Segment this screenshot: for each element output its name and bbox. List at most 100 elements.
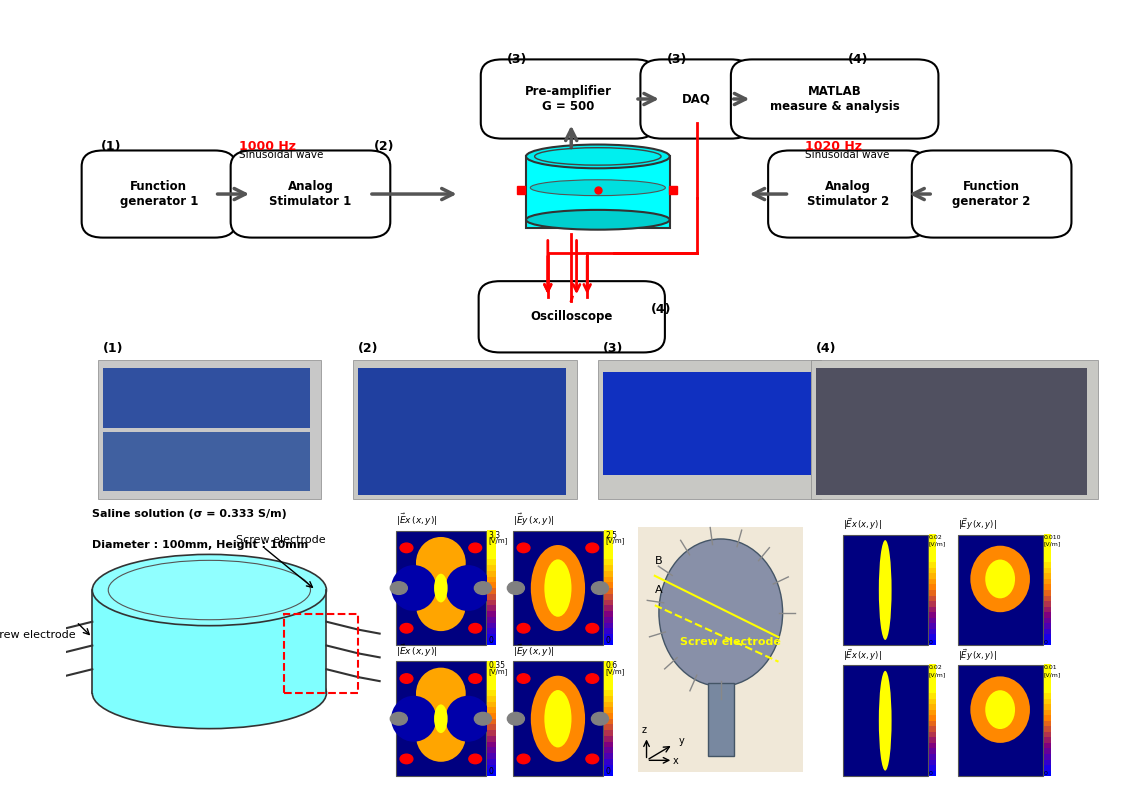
Bar (1044, 664, 1051, 671)
Text: 0.6: 0.6 (606, 661, 617, 670)
Bar (1044, 623, 1051, 629)
Circle shape (469, 674, 481, 683)
Bar (605, 553, 612, 559)
Bar (605, 747, 612, 753)
Bar (929, 578, 937, 584)
Bar (487, 593, 496, 600)
Bar (929, 534, 937, 540)
Text: Function
generator 2: Function generator 2 (953, 180, 1031, 208)
Bar (929, 681, 937, 687)
Bar (605, 701, 612, 707)
Bar (487, 735, 496, 741)
Bar (929, 567, 937, 573)
Text: 0: 0 (1044, 641, 1048, 645)
Bar (487, 689, 496, 696)
Ellipse shape (416, 668, 466, 719)
Text: 3.3: 3.3 (488, 531, 501, 539)
Bar (605, 661, 612, 667)
Ellipse shape (985, 559, 1015, 599)
Text: (2): (2) (358, 342, 379, 356)
Bar (929, 556, 937, 562)
Bar (487, 706, 496, 713)
Text: [V/m]: [V/m] (606, 668, 625, 675)
Bar (1044, 617, 1051, 623)
Circle shape (586, 623, 599, 633)
Bar (929, 550, 937, 557)
Ellipse shape (525, 144, 670, 169)
Bar (1044, 687, 1051, 693)
Ellipse shape (416, 710, 466, 762)
Bar (929, 676, 937, 682)
Bar (929, 562, 937, 568)
Bar (605, 712, 612, 719)
Bar (605, 588, 612, 594)
Ellipse shape (879, 540, 892, 640)
Bar (929, 539, 937, 546)
Circle shape (469, 543, 481, 553)
Circle shape (390, 713, 407, 725)
Bar (1044, 709, 1051, 715)
Text: $|\vec{E}x\,(x,y)|$: $|\vec{E}x\,(x,y)|$ (396, 512, 437, 528)
Ellipse shape (434, 704, 447, 733)
Bar (1044, 534, 1051, 540)
Bar (929, 687, 937, 693)
Bar (605, 763, 612, 771)
Bar (487, 535, 496, 542)
Bar (1044, 589, 1051, 596)
FancyBboxPatch shape (731, 59, 938, 139)
Bar (929, 703, 937, 710)
Bar (1044, 578, 1051, 584)
Bar (929, 720, 937, 726)
Ellipse shape (391, 696, 436, 741)
Bar (603, 372, 810, 475)
Bar (1044, 731, 1051, 737)
Bar (487, 741, 496, 748)
Circle shape (586, 543, 599, 553)
Circle shape (586, 754, 599, 763)
Bar (816, 368, 1087, 495)
Text: $|\vec{E}y\,(x,y)|$: $|\vec{E}y\,(x,y)|$ (513, 643, 555, 659)
Bar (1044, 676, 1051, 682)
Text: 0: 0 (606, 637, 610, 645)
Text: (3): (3) (507, 53, 528, 67)
Bar (605, 695, 612, 702)
Bar (929, 731, 937, 737)
Bar (605, 599, 612, 605)
Ellipse shape (545, 559, 572, 617)
Bar (929, 606, 937, 612)
Bar (487, 634, 496, 640)
Bar (1044, 539, 1051, 546)
Bar (487, 542, 496, 548)
Circle shape (586, 674, 599, 683)
Bar (487, 695, 496, 702)
Text: (2): (2) (374, 140, 394, 154)
Text: Screw electrode: Screw electrode (236, 535, 325, 545)
Bar (929, 714, 937, 721)
Bar (284, 614, 358, 693)
Ellipse shape (971, 676, 1029, 743)
Bar (487, 729, 496, 736)
Text: [V/m]: [V/m] (929, 672, 946, 677)
Circle shape (518, 623, 530, 633)
Circle shape (400, 754, 412, 763)
Text: (3): (3) (603, 342, 624, 356)
Bar (605, 752, 612, 759)
Bar (487, 558, 496, 565)
Text: A: A (654, 585, 662, 595)
Text: Function
generator 1: Function generator 1 (120, 180, 198, 208)
Text: Pre-amplifier
G = 500: Pre-amplifier G = 500 (525, 85, 612, 113)
Bar (1044, 573, 1051, 579)
Bar (513, 661, 603, 776)
Bar (1044, 698, 1051, 704)
Bar (1044, 764, 1051, 771)
Bar (929, 742, 937, 748)
Bar (353, 360, 576, 499)
Bar (487, 616, 496, 623)
Bar (1044, 595, 1051, 601)
Circle shape (507, 581, 524, 594)
Bar (929, 573, 937, 579)
Bar (929, 748, 937, 754)
Bar (605, 535, 612, 542)
Bar (929, 584, 937, 590)
Bar (605, 672, 612, 679)
